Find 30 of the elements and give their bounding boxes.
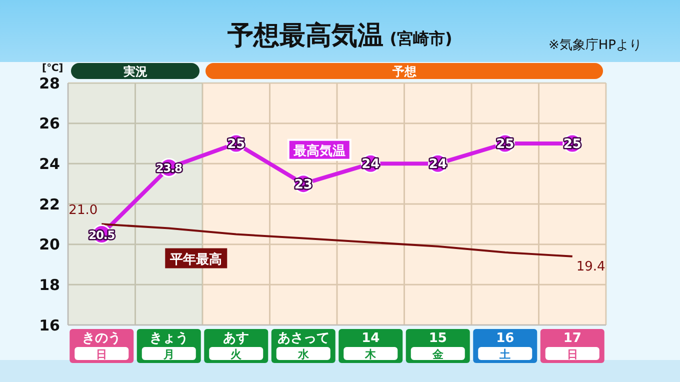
x-tick-label: 17日 (563, 331, 582, 361)
x-tick-label: 15金 (428, 331, 447, 361)
x-tick-label: あす火 (223, 331, 250, 361)
data-label: 21.0 (68, 203, 98, 218)
band-label: 実況 (122, 64, 148, 78)
data-label: 19.4 (576, 259, 606, 274)
y-tick-label: 26 (39, 114, 60, 133)
data-label: 23 (294, 177, 312, 192)
x-tick-label: きょう月 (149, 331, 188, 361)
y-tick-label: 18 (39, 276, 60, 294)
y-tick-label: 28 (39, 74, 60, 92)
y-tick-label: 24 (39, 154, 60, 173)
data-label: 25 (227, 137, 246, 152)
chart-title: 予想最高気温 (228, 21, 384, 51)
series-label: 最高気温 (292, 142, 346, 159)
chart-subtitle: (宮崎市) (390, 29, 452, 48)
text: ※気象庁HPより (548, 37, 642, 54)
data-label: 24 (362, 157, 380, 172)
x-tick-label: 16土 (496, 331, 514, 361)
data-label: 25 (563, 137, 582, 152)
band-label: 予想 (391, 64, 418, 78)
x-tick-label: 14木 (362, 331, 380, 361)
x-tick-label: きのう日 (82, 331, 122, 361)
y-tick-label: 16 (39, 316, 60, 334)
data-label: 25 (496, 137, 514, 152)
y-axis-title: [℃] (42, 63, 64, 74)
y-tick-label: 20 (39, 236, 60, 254)
x-tick-label: あさって水 (277, 331, 330, 361)
y-tick-label: 22 (39, 195, 60, 214)
series-label: 平年最高 (169, 251, 222, 268)
